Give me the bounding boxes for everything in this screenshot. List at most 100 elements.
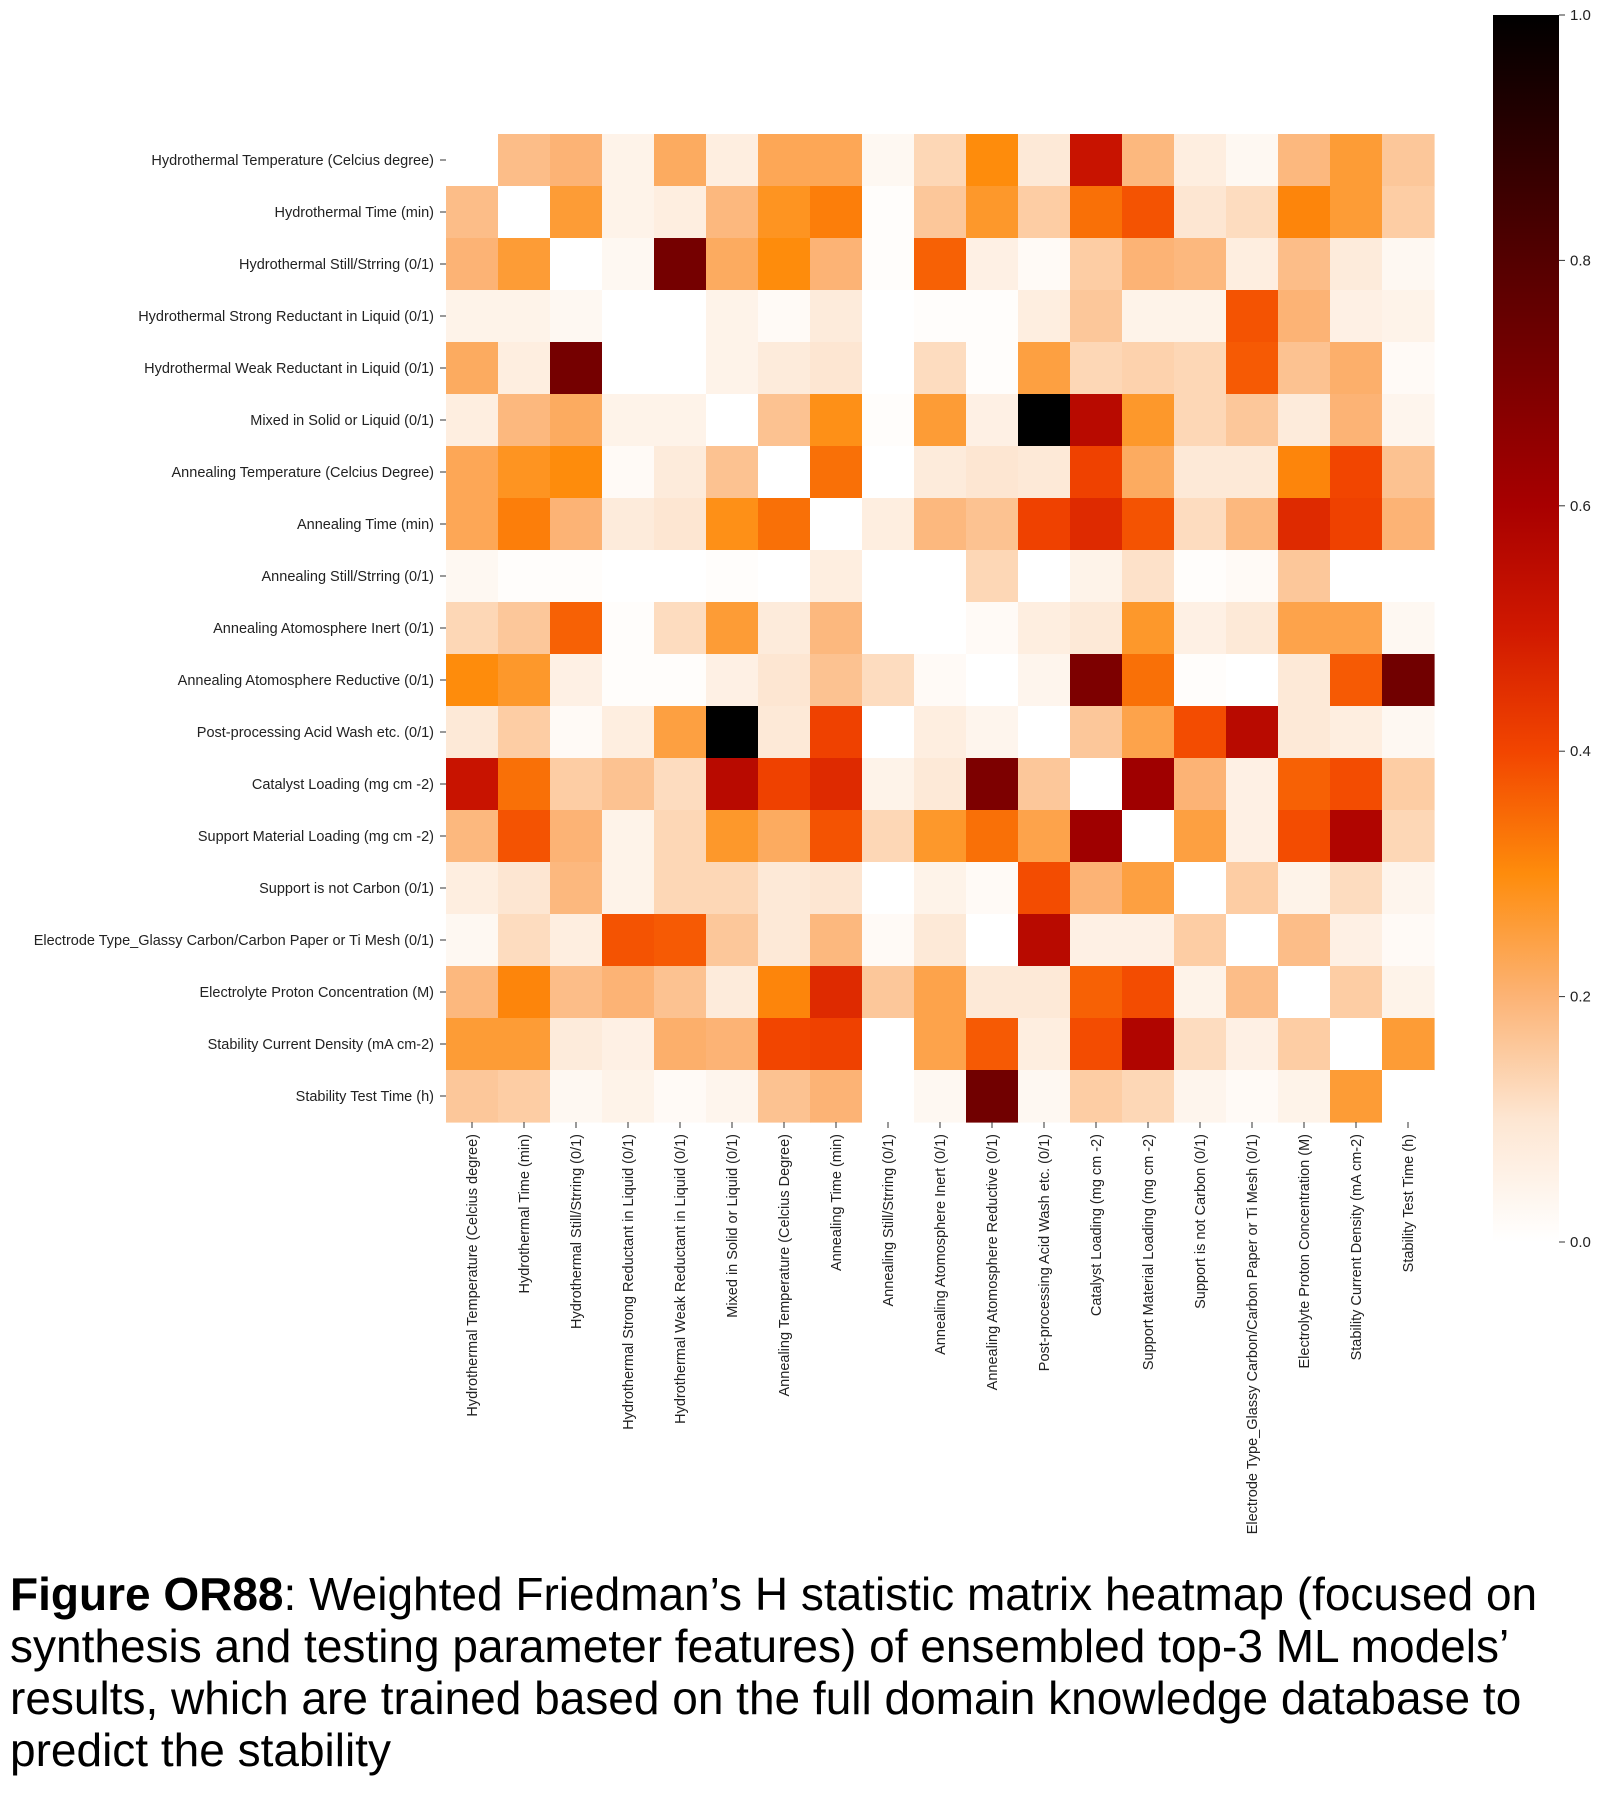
x-tick-label: Support Material Loading (mg cm -2) (1141, 1134, 1157, 1370)
heatmap-cell (914, 810, 967, 863)
heatmap-cell (1330, 1018, 1383, 1071)
heatmap-cell (914, 966, 967, 1019)
heatmap-cell (758, 914, 811, 967)
heatmap-cell (1226, 654, 1279, 707)
heatmap-cell (1018, 862, 1071, 915)
heatmap-cell (654, 602, 707, 655)
heatmap-cell (1278, 186, 1331, 239)
y-tick-label: Electrode Type_Glassy Carbon/Carbon Pape… (34, 933, 434, 949)
heatmap-cell (1122, 1018, 1175, 1071)
heatmap-cell (1278, 1018, 1331, 1071)
heatmap-cell (862, 810, 915, 863)
x-tick-labels: Hydrothermal Temperature (Celcius degree… (465, 1122, 1417, 1534)
heatmap-cell (1174, 134, 1227, 187)
heatmap-cell (966, 498, 1019, 551)
x-tick-label: Post-processing Acid Wash etc. (0/1) (1037, 1134, 1053, 1371)
heatmap-cell (602, 342, 655, 395)
heatmap-cell (654, 966, 707, 1019)
heatmap-cell (1174, 1018, 1227, 1071)
heatmap-cell (446, 966, 499, 1019)
x-tick-label: Stability Test Time (h) (1401, 1134, 1417, 1272)
heatmap-cell (602, 238, 655, 291)
heatmap-cell (1382, 342, 1435, 395)
heatmap-cell (550, 550, 603, 603)
heatmap-cell (654, 134, 707, 187)
heatmap-cell (550, 1018, 603, 1071)
heatmap-cell (498, 706, 551, 759)
heatmap-cell (862, 654, 915, 707)
heatmap-cell (1018, 186, 1071, 239)
heatmap-cell (602, 810, 655, 863)
heatmap-cell (602, 914, 655, 967)
heatmap-cell (446, 446, 499, 499)
heatmap-cell (758, 706, 811, 759)
heatmap-cell (810, 914, 863, 967)
heatmap-cell (1174, 966, 1227, 1019)
x-tick-label: Catalyst Loading (mg cm -2) (1089, 1134, 1105, 1316)
heatmap-cell (862, 758, 915, 811)
heatmap-cell (550, 446, 603, 499)
x-tick-label: Support is not Carbon (0/1) (1193, 1134, 1209, 1309)
heatmap-cell (914, 862, 967, 915)
heatmap-cell (1278, 134, 1331, 187)
heatmap-cell (862, 550, 915, 603)
heatmap-cell (498, 550, 551, 603)
heatmap-cell (1174, 550, 1227, 603)
heatmap-cell (810, 654, 863, 707)
heatmap-cell (1070, 758, 1123, 811)
heatmap-cell (1122, 290, 1175, 343)
heatmap-cell (1226, 758, 1279, 811)
heatmap-cell (1226, 238, 1279, 291)
y-tick-label: Support is not Carbon (0/1) (259, 881, 434, 897)
y-tick-labels: Hydrothermal Temperature (Celcius degree… (34, 153, 446, 1105)
heatmap-cell (1330, 810, 1383, 863)
heatmap-cell (706, 550, 759, 603)
heatmap-cell (1278, 602, 1331, 655)
heatmap-cell (602, 602, 655, 655)
heatmap-cell (758, 602, 811, 655)
heatmap-cell (446, 758, 499, 811)
heatmap-cell (1382, 1018, 1435, 1071)
heatmap-cell (1070, 602, 1123, 655)
heatmap-cell (1070, 342, 1123, 395)
heatmap-cells (446, 134, 1435, 1123)
heatmap-cell (758, 810, 811, 863)
heatmap-cell (1382, 862, 1435, 915)
heatmap-cell (706, 1070, 759, 1123)
heatmap-cell (1018, 394, 1071, 447)
heatmap-cell (706, 290, 759, 343)
heatmap-cell (1122, 758, 1175, 811)
heatmap-cell (966, 862, 1019, 915)
heatmap-cell (914, 394, 967, 447)
heatmap-cell (602, 186, 655, 239)
heatmap-cell (914, 186, 967, 239)
heatmap-cell (862, 498, 915, 551)
heatmap-cell (1122, 706, 1175, 759)
heatmap-cell (1018, 1018, 1071, 1071)
heatmap-cell (810, 966, 863, 1019)
heatmap-cell (1070, 550, 1123, 603)
heatmap-cell (862, 186, 915, 239)
heatmap-cell (1122, 498, 1175, 551)
heatmap-cell (550, 498, 603, 551)
heatmap-cell (602, 1018, 655, 1071)
heatmap-cell (1226, 290, 1279, 343)
heatmap-cell (446, 186, 499, 239)
heatmap-cell (498, 862, 551, 915)
heatmap-cell (1070, 1070, 1123, 1123)
heatmap-cell (706, 602, 759, 655)
heatmap-cell (966, 238, 1019, 291)
heatmap-cell (602, 550, 655, 603)
heatmap-chart: Hydrothermal Temperature (Celcius degree… (34, 7, 1591, 1534)
heatmap-cell (914, 758, 967, 811)
heatmap-cell (914, 238, 967, 291)
y-tick-label: Annealing Atomosphere Reductive (0/1) (178, 673, 434, 689)
heatmap-cell (1122, 602, 1175, 655)
figure-caption: Figure OR88: Weighted Friedman’s H stati… (10, 1568, 1580, 1776)
heatmap-cell (1226, 498, 1279, 551)
heatmap-cell (1278, 966, 1331, 1019)
heatmap-cell (1330, 186, 1383, 239)
heatmap-cell (654, 550, 707, 603)
colorbar-tick-label: 0.0 (1570, 1234, 1591, 1251)
heatmap-cell (446, 134, 499, 187)
